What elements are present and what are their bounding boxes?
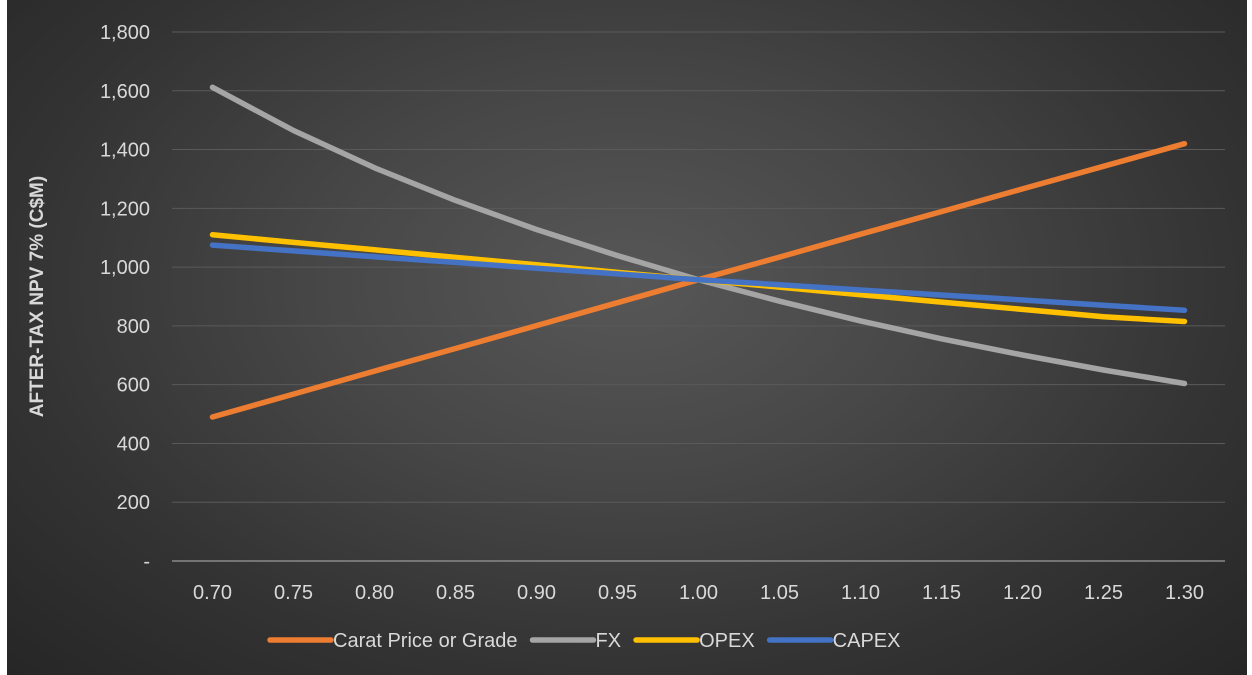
x-tick-label: 0.90 [517,582,556,604]
y-tick-label: 400 [117,433,150,455]
legend-label: Carat Price or Grade [333,630,518,652]
y-axis-title: AFTER-TAX NPV 7% (C$M) [27,176,48,417]
series-line-capex [209,242,1188,314]
x-tick-label: 1.25 [1084,582,1123,604]
x-tick-label: 1.30 [1165,582,1204,604]
x-tick-label: 0.85 [436,582,475,604]
y-tick-label: 1,800 [100,22,150,44]
x-tick-label: 0.95 [598,582,637,604]
y-tick-label: 800 [117,316,150,338]
x-tick-label: 1.15 [922,582,961,604]
y-tick-label: 1,200 [100,198,150,220]
line-chart: 0.70 0.75 0.80 0.85 0.90 0.95 1.00 1.05 1.10 1.15… [27,22,1225,652]
y-tick-labels: - 200 400 600 800 1,000 1,200 1,400 1,600 1,800 [100,22,150,573]
legend-label: FX [596,630,622,652]
gridlines [172,31,1225,562]
series-line-fx [209,84,1188,387]
legend-label: CAPEX [833,630,901,652]
y-tick-label: 200 [117,492,150,514]
y-tick-label: 1,000 [100,257,150,279]
y-tick-label: 1,400 [100,140,150,162]
series-lines [209,84,1188,420]
x-tick-label: 1.20 [1003,582,1042,604]
x-tick-label: 0.75 [274,582,313,604]
legend: Carat Price or Grade FX OPEX CAPEX [267,630,901,652]
legend-label: OPEX [699,630,755,652]
x-tick-label: 1.00 [679,582,718,604]
chart-area: 0.70 0.75 0.80 0.85 0.90 0.95 1.00 1.05 1.10 1.15… [7,0,1247,675]
x-tick-label: 1.10 [841,582,880,604]
x-tick-label: 0.80 [355,582,394,604]
y-tick-label: 1,600 [100,81,150,103]
y-tick-label: 600 [117,375,150,397]
x-tick-label: 0.70 [193,582,232,604]
x-tick-labels: 0.70 0.75 0.80 0.85 0.90 0.95 1.00 1.05 1.10 1.15… [193,582,1204,604]
y-tick-label: - [143,551,150,573]
x-tick-label: 1.05 [760,582,799,604]
